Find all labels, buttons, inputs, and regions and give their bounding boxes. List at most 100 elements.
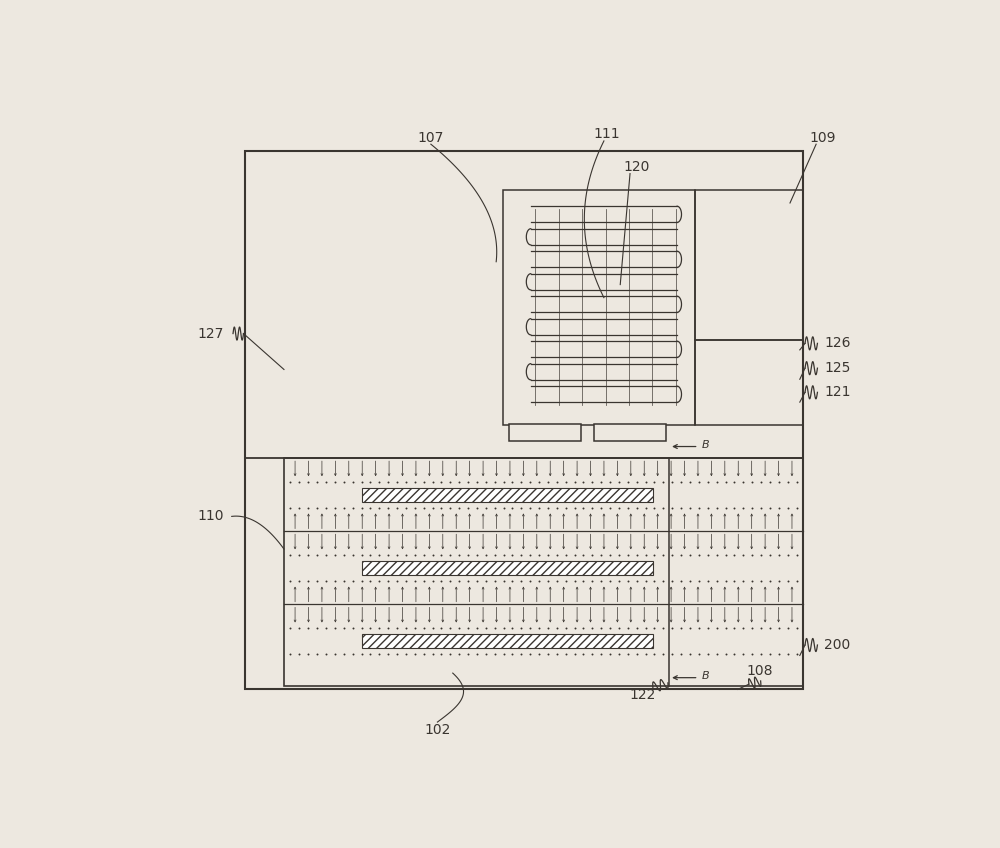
Point <box>735 501 751 515</box>
Point <box>558 501 574 515</box>
Point <box>611 475 627 488</box>
Point <box>718 647 734 661</box>
Point <box>655 574 671 588</box>
Point <box>629 647 645 661</box>
Point <box>513 475 529 488</box>
Point <box>309 622 325 635</box>
Point <box>407 622 423 635</box>
Point <box>620 647 636 661</box>
Point <box>300 475 316 488</box>
Point <box>354 548 370 561</box>
Point <box>664 548 680 561</box>
Point <box>584 475 600 488</box>
Point <box>584 622 600 635</box>
Point <box>496 501 512 515</box>
Point <box>460 501 476 515</box>
Point <box>496 548 512 561</box>
Point <box>540 548 556 561</box>
Point <box>673 548 689 561</box>
Text: 109: 109 <box>809 131 836 145</box>
Point <box>442 574 458 588</box>
Point <box>575 574 591 588</box>
Point <box>504 647 520 661</box>
Point <box>416 622 432 635</box>
Point <box>762 501 778 515</box>
Point <box>540 574 556 588</box>
Point <box>336 574 352 588</box>
Point <box>460 548 476 561</box>
Point <box>416 647 432 661</box>
Point <box>540 647 556 661</box>
Point <box>753 548 769 561</box>
Text: 108: 108 <box>746 664 773 678</box>
Point <box>389 574 405 588</box>
Point <box>762 574 778 588</box>
Point <box>380 647 396 661</box>
Point <box>629 622 645 635</box>
Point <box>336 501 352 515</box>
Bar <box>362 634 653 648</box>
Point <box>496 622 512 635</box>
Point <box>451 647 467 661</box>
Point <box>425 548 441 561</box>
Point <box>460 475 476 488</box>
Point <box>398 501 414 515</box>
Point <box>682 501 698 515</box>
Point <box>549 574 565 588</box>
Point <box>620 501 636 515</box>
Point <box>771 475 787 488</box>
Point <box>407 574 423 588</box>
Point <box>602 501 618 515</box>
Point <box>673 501 689 515</box>
Point <box>620 548 636 561</box>
Point <box>558 622 574 635</box>
Point <box>425 501 441 515</box>
Point <box>620 622 636 635</box>
Point <box>469 548 485 561</box>
Point <box>522 548 538 561</box>
Point <box>682 574 698 588</box>
Point <box>673 647 689 661</box>
Text: 200: 200 <box>824 638 850 652</box>
Point <box>282 622 298 635</box>
Point <box>611 622 627 635</box>
Point <box>513 622 529 635</box>
Point <box>398 622 414 635</box>
Point <box>611 548 627 561</box>
Point <box>336 475 352 488</box>
Point <box>646 647 662 661</box>
Point <box>345 501 361 515</box>
Point <box>478 501 494 515</box>
Point <box>700 475 716 488</box>
Point <box>327 647 343 661</box>
Point <box>593 622 609 635</box>
Point <box>789 548 805 561</box>
Point <box>611 647 627 661</box>
Point <box>762 647 778 661</box>
Point <box>451 548 467 561</box>
Point <box>291 475 307 488</box>
Point <box>655 548 671 561</box>
Point <box>513 574 529 588</box>
Point <box>504 548 520 561</box>
Point <box>407 475 423 488</box>
Point <box>549 475 565 488</box>
Point <box>735 475 751 488</box>
Point <box>389 647 405 661</box>
Point <box>425 574 441 588</box>
Point <box>780 622 796 635</box>
Point <box>762 475 778 488</box>
Point <box>522 574 538 588</box>
Point <box>602 622 618 635</box>
Point <box>309 475 325 488</box>
Point <box>575 475 591 488</box>
Point <box>504 501 520 515</box>
Point <box>584 501 600 515</box>
Point <box>620 475 636 488</box>
Point <box>389 501 405 515</box>
Point <box>567 622 583 635</box>
Point <box>442 647 458 661</box>
Point <box>593 501 609 515</box>
Point <box>726 548 742 561</box>
Point <box>700 574 716 588</box>
